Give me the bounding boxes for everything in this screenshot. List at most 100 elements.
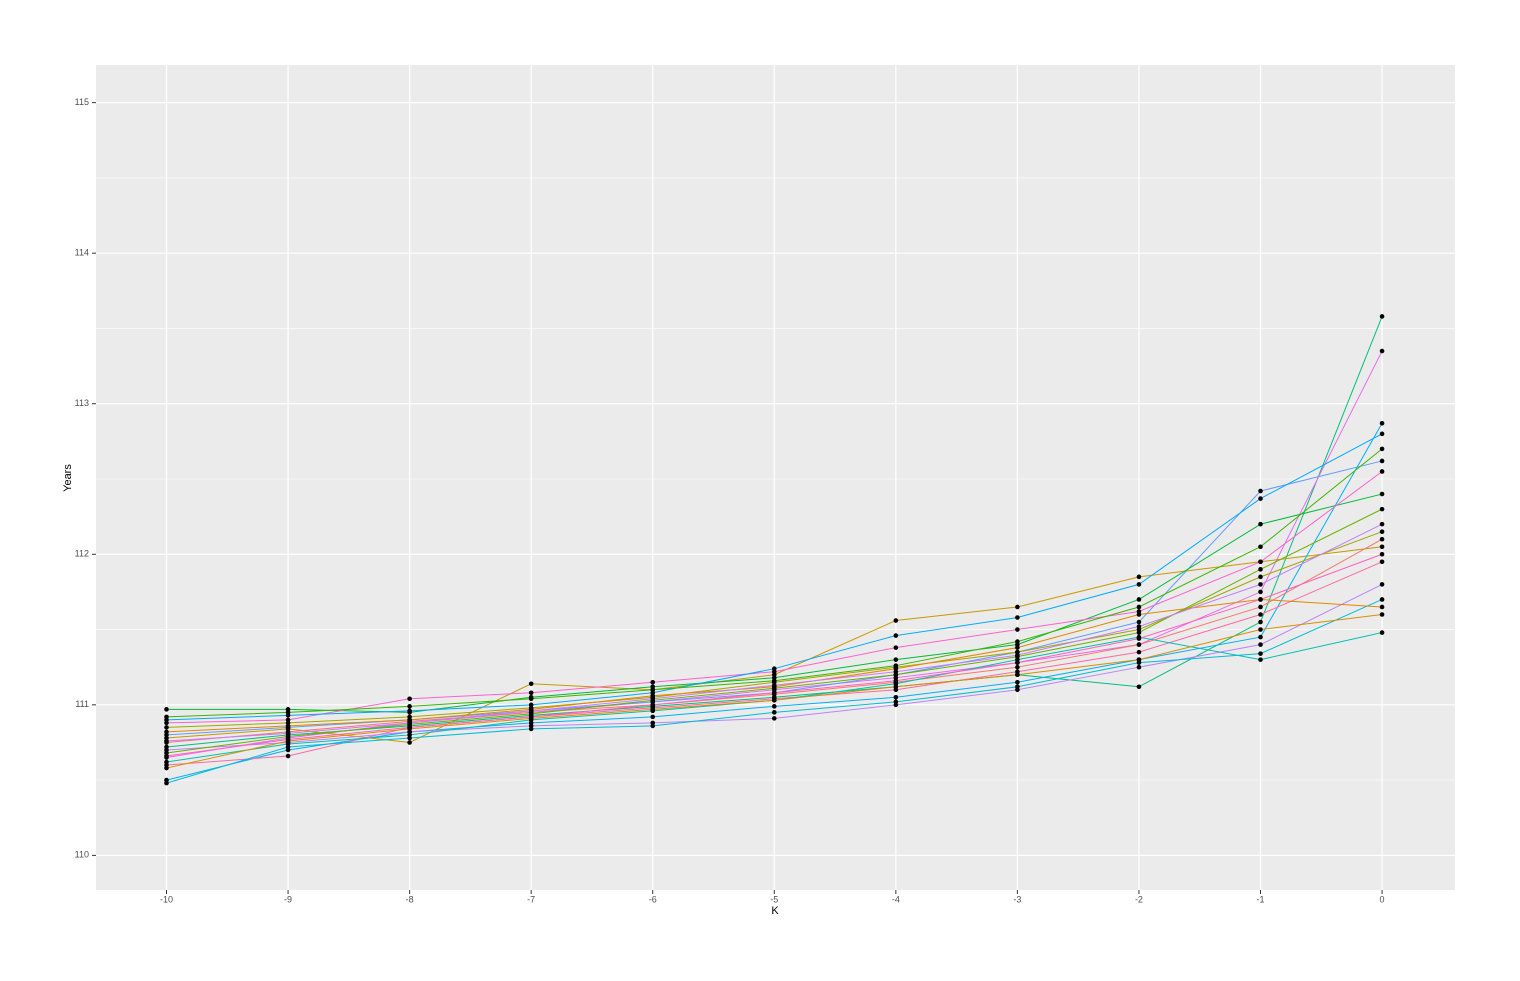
y-tick-label: 115	[75, 97, 89, 107]
point	[164, 738, 169, 744]
point	[1379, 314, 1385, 319]
x-tick-label: -7	[527, 894, 535, 904]
point	[1136, 612, 1142, 617]
point	[1136, 624, 1142, 629]
x-tick-label: -5	[770, 894, 778, 904]
point	[1136, 574, 1142, 580]
y-tick-label: 111	[75, 699, 89, 709]
point	[1258, 574, 1263, 580]
point	[1258, 521, 1263, 527]
point	[1258, 604, 1263, 610]
point	[1136, 604, 1142, 610]
point	[1379, 582, 1385, 587]
point	[1015, 664, 1020, 670]
point	[285, 723, 291, 729]
point	[650, 679, 656, 685]
point	[650, 707, 656, 712]
point	[1136, 630, 1142, 635]
point	[285, 744, 291, 750]
point	[1015, 645, 1020, 650]
x-tick-label: 0	[1380, 894, 1385, 904]
point	[1258, 619, 1263, 625]
point	[1379, 529, 1385, 534]
point	[893, 678, 899, 684]
point	[771, 666, 777, 671]
point	[1379, 544, 1385, 550]
x-tick-label: -2	[1135, 894, 1143, 904]
point	[1379, 559, 1385, 565]
point	[164, 765, 169, 771]
point	[1015, 679, 1020, 685]
point	[1379, 597, 1385, 602]
point	[650, 723, 656, 729]
x-tick-label: -1	[1257, 894, 1265, 904]
point	[1379, 551, 1385, 557]
y-tick-label: 112	[75, 549, 89, 559]
point	[893, 618, 899, 623]
x-tick-label: -6	[649, 894, 657, 904]
point	[893, 684, 899, 690]
point	[407, 735, 412, 741]
point	[1136, 642, 1142, 647]
point	[771, 682, 777, 688]
point	[1015, 652, 1020, 658]
y-tick-label: 113	[75, 398, 89, 408]
point	[1136, 619, 1142, 625]
x-tick-label: -8	[406, 894, 414, 904]
point	[1136, 649, 1142, 655]
point	[1379, 446, 1385, 452]
panel	[96, 65, 1455, 890]
point	[164, 753, 169, 759]
point	[285, 737, 291, 742]
point	[893, 657, 899, 662]
point	[1136, 684, 1142, 690]
point	[893, 669, 899, 675]
x-tick-label: -4	[892, 894, 900, 904]
point	[1379, 630, 1385, 635]
point	[1015, 627, 1020, 632]
point	[1379, 604, 1385, 610]
point	[285, 717, 291, 723]
point	[771, 678, 777, 684]
point	[528, 726, 534, 732]
point	[1258, 567, 1263, 572]
point	[1258, 544, 1263, 550]
point	[1258, 488, 1263, 494]
x-tick-label: -9	[284, 894, 292, 904]
point	[771, 716, 777, 721]
point	[1379, 431, 1385, 437]
point	[1258, 582, 1263, 587]
point	[1379, 458, 1385, 464]
point	[1015, 660, 1020, 665]
point	[1258, 597, 1263, 602]
point	[893, 699, 899, 705]
point	[1379, 612, 1385, 617]
point	[771, 690, 777, 696]
point	[650, 702, 656, 708]
point	[1379, 491, 1385, 497]
point	[407, 704, 412, 709]
point	[164, 714, 169, 720]
point	[1015, 672, 1020, 678]
x-tick-label: -3	[1013, 894, 1021, 904]
point	[1379, 536, 1385, 542]
point	[893, 694, 899, 700]
point	[771, 698, 777, 703]
point	[650, 714, 656, 720]
point	[407, 720, 412, 726]
point	[1258, 651, 1263, 656]
point	[164, 780, 169, 786]
point	[528, 690, 534, 696]
point	[528, 681, 534, 687]
point	[1258, 612, 1263, 617]
point	[650, 696, 656, 702]
point	[285, 731, 291, 736]
point	[528, 696, 534, 702]
point	[1379, 421, 1385, 426]
point	[528, 714, 534, 720]
point	[1136, 657, 1142, 662]
point	[1015, 639, 1020, 644]
point	[164, 729, 169, 735]
point	[1258, 559, 1263, 565]
point	[650, 687, 656, 693]
